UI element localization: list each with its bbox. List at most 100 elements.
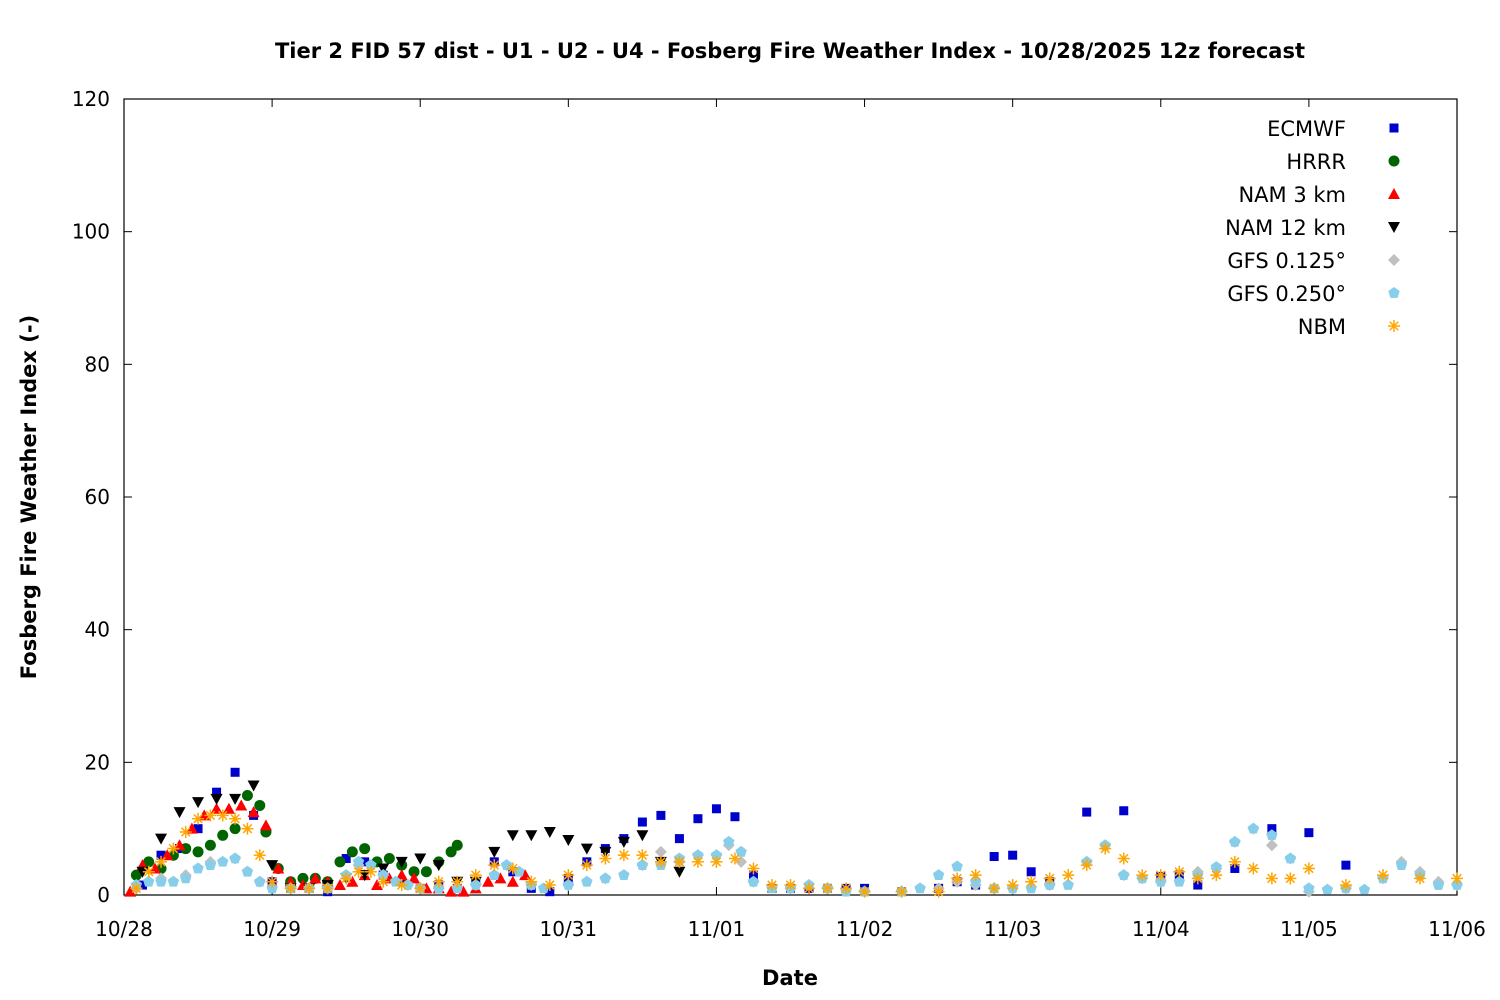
- data-point: [346, 875, 359, 887]
- y-tick-label: 20: [85, 750, 110, 774]
- legend-marker: [1388, 287, 1400, 298]
- data-point: [1451, 872, 1463, 885]
- data-point: [414, 882, 427, 895]
- data-point: [253, 849, 266, 862]
- x-tick-label: 11/06: [1428, 917, 1486, 941]
- data-point: [1119, 806, 1129, 816]
- data-point: [352, 855, 365, 867]
- data-point: [284, 882, 297, 895]
- data-point: [408, 866, 420, 878]
- data-point: [988, 882, 1001, 895]
- data-point: [1265, 872, 1278, 885]
- legend-label: NBM: [1298, 315, 1346, 339]
- data-point: [395, 856, 408, 868]
- data-point: [210, 802, 223, 814]
- data-point: [895, 885, 908, 898]
- data-point: [241, 865, 254, 877]
- data-point: [340, 872, 353, 885]
- data-point: [654, 845, 667, 858]
- data-point: [142, 865, 155, 878]
- y-tick-label: 0: [97, 883, 110, 907]
- data-point: [1006, 879, 1019, 892]
- legend-label: NAM 3 km: [1238, 183, 1346, 207]
- data-point: [562, 879, 575, 890]
- data-point: [321, 882, 334, 895]
- data-point: [138, 880, 148, 890]
- data-point: [192, 812, 205, 825]
- data-point: [1230, 863, 1240, 873]
- legend-marker: [1388, 155, 1400, 167]
- data-point: [247, 780, 260, 792]
- data-point: [1284, 852, 1297, 864]
- data-point: [247, 806, 260, 818]
- data-point: [432, 875, 445, 888]
- data-point: [155, 875, 167, 887]
- data-point: [482, 875, 495, 887]
- data-point: [525, 875, 538, 888]
- data-point: [506, 862, 519, 875]
- data-point: [1173, 865, 1186, 878]
- data-point: [360, 857, 370, 867]
- data-point: [1173, 875, 1185, 887]
- data-point: [1228, 855, 1241, 868]
- data-point: [204, 839, 216, 851]
- data-point: [1118, 869, 1130, 880]
- data-point: [581, 875, 593, 887]
- y-tick-label: 60: [85, 485, 110, 509]
- legend-label: GFS 0.250°: [1227, 282, 1346, 306]
- data-point: [359, 843, 371, 855]
- data-point: [1136, 869, 1149, 882]
- data-point: [617, 836, 630, 848]
- data-point: [617, 849, 630, 862]
- data-point: [1376, 869, 1389, 882]
- data-point: [457, 885, 470, 897]
- data-point: [674, 834, 684, 844]
- data-point: [377, 863, 390, 875]
- data-point: [1413, 872, 1426, 885]
- data-point: [408, 872, 421, 884]
- legend-label: NAM 12 km: [1225, 216, 1346, 240]
- data-point: [333, 879, 346, 891]
- data-point: [1304, 828, 1314, 838]
- data-point: [914, 882, 926, 894]
- data-point: [969, 869, 982, 882]
- data-point: [1432, 879, 1445, 890]
- data-point: [710, 849, 723, 861]
- data-point: [414, 853, 427, 865]
- data-point: [217, 829, 229, 841]
- data-point: [525, 830, 538, 842]
- data-point: [185, 822, 198, 834]
- data-point: [1247, 822, 1260, 834]
- data-point: [1062, 869, 1075, 882]
- data-point: [1082, 807, 1092, 817]
- data-point: [656, 810, 666, 820]
- data-point: [1026, 867, 1036, 877]
- data-point: [728, 852, 741, 865]
- data-point: [747, 875, 760, 887]
- data-point: [143, 856, 155, 868]
- data-point: [747, 862, 760, 875]
- data-point: [1395, 859, 1408, 871]
- data-point: [730, 812, 740, 822]
- legend: ECMWF HRRR NAM 3 km NAM 12 km GFS 0.125° GFS …: [1225, 117, 1400, 339]
- data-point: [1008, 850, 1018, 860]
- data-point: [543, 879, 556, 892]
- data-point: [488, 869, 500, 880]
- data-point: [1210, 869, 1223, 882]
- data-point: [297, 872, 309, 884]
- data-point: [599, 872, 612, 884]
- y-tick-label: 80: [85, 352, 110, 376]
- data-point: [148, 862, 161, 874]
- data-point: [358, 870, 371, 882]
- data-point: [1266, 829, 1278, 841]
- data-point: [506, 830, 519, 842]
- y-tick-label: 120: [72, 87, 110, 111]
- data-point: [636, 859, 649, 871]
- legend-marker: [1388, 254, 1400, 266]
- series-hrrr: [130, 790, 463, 888]
- data-point: [1247, 862, 1260, 875]
- data-point: [1080, 859, 1093, 872]
- data-point: [204, 859, 217, 871]
- data-point: [488, 846, 501, 858]
- data-point: [618, 869, 630, 880]
